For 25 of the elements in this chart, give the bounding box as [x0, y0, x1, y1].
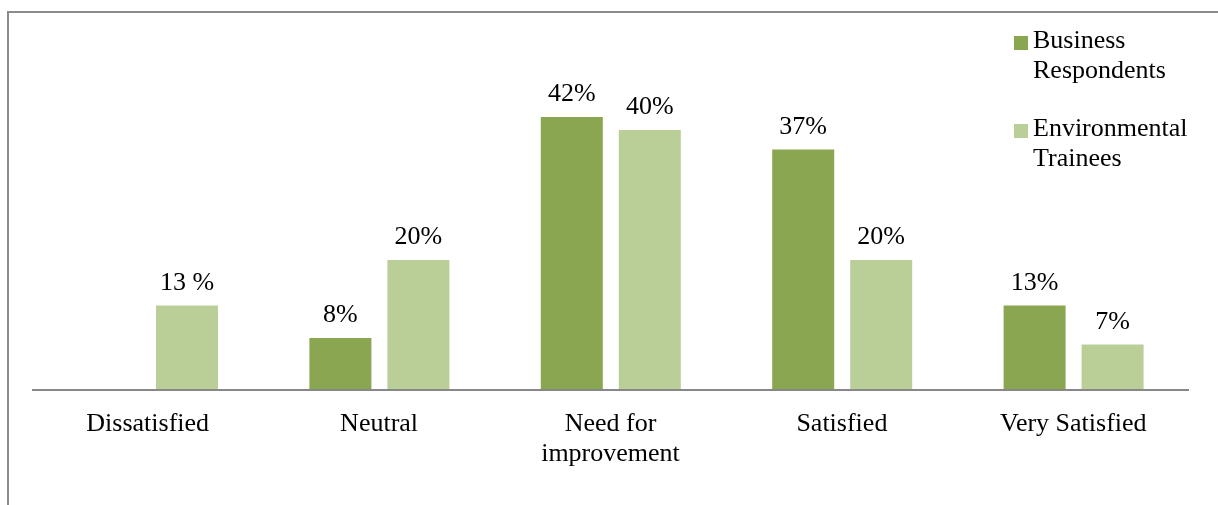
x-tick-label: Neutral: [340, 408, 419, 437]
bar: [156, 305, 218, 390]
bar: [540, 117, 603, 390]
bar: [1003, 305, 1066, 390]
data-label: 7%: [1095, 305, 1130, 335]
bar: [387, 260, 450, 390]
bar: [309, 338, 372, 390]
x-tick-label: Need for improvement: [541, 408, 681, 467]
data-label: 13 %: [159, 266, 215, 296]
bar: [618, 130, 681, 390]
x-tick-label: Very Satisfied: [1000, 408, 1147, 437]
x-tick-label: Satisfied: [796, 408, 888, 437]
data-label: 20%: [394, 221, 443, 250]
x-tick-label: Dissatisfied: [86, 408, 210, 437]
legend-label: Environmental Trainees: [1033, 113, 1189, 173]
bar: [1081, 344, 1144, 390]
data-label: 20%: [857, 221, 906, 250]
data-label: 13%: [1010, 266, 1059, 296]
legend-label: Business Respondents: [1033, 25, 1167, 85]
data-label: 42%: [547, 78, 596, 107]
bar: [850, 260, 913, 390]
data-label: 40%: [625, 91, 674, 120]
data-label: 37%: [779, 110, 828, 140]
bar: [772, 149, 835, 390]
data-label: 8%: [323, 299, 358, 328]
